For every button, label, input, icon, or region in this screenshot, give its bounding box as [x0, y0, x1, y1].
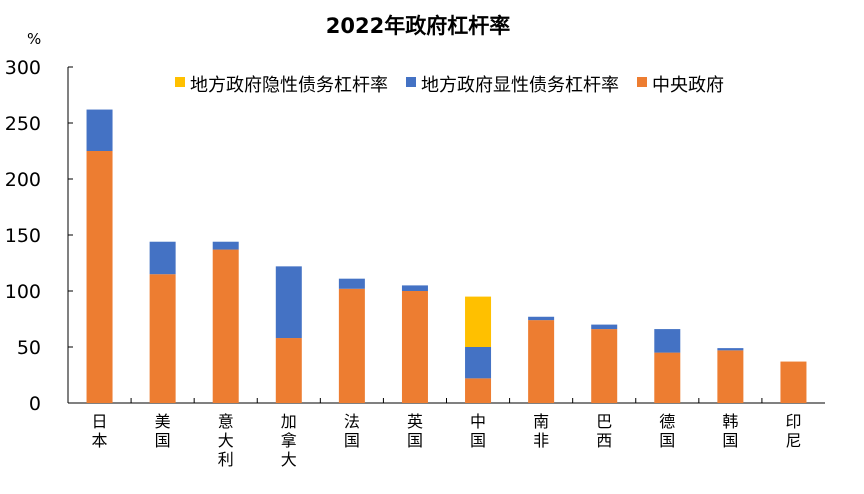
bar-segment: [717, 350, 744, 403]
legend-swatch: [175, 77, 185, 87]
chart-title: 2022年政府杠杆率: [326, 14, 510, 38]
y-axis-unit: %: [27, 30, 41, 48]
y-tick-label: 150: [5, 225, 41, 247]
x-tick-label: 加拿大: [281, 412, 297, 469]
x-tick-label: 中国: [470, 412, 486, 450]
bar-segment: [212, 241, 239, 250]
y-tick-label: 200: [5, 169, 41, 191]
legend-label: 中央政府: [652, 75, 724, 96]
legend-swatch: [406, 77, 416, 87]
bar-segment: [465, 296, 492, 347]
x-tick-label: 南非: [533, 412, 549, 450]
y-tick-label: 0: [29, 393, 41, 415]
x-tick-label: 德国: [659, 412, 675, 450]
legend-swatch: [637, 77, 647, 87]
y-tick-label: 100: [5, 281, 41, 303]
x-tick-label: 法国: [344, 412, 360, 450]
bar-segment: [275, 266, 302, 339]
bar-segment: [401, 285, 428, 291]
bar-segment: [86, 109, 113, 151]
x-tick-label: 印尼: [785, 412, 801, 450]
x-tick-label: 日本: [92, 412, 108, 450]
bar-segment: [528, 316, 555, 321]
bar-segment: [338, 278, 365, 289]
bar-segment: [149, 274, 176, 403]
bar-segment: [465, 378, 492, 403]
bar-segment: [338, 288, 365, 403]
bar-segment: [717, 348, 744, 351]
x-tick-label: 韩国: [722, 412, 738, 450]
x-tick-label: 意大利: [218, 412, 234, 469]
bar-segment: [465, 347, 492, 379]
legend-label: 地方政府显性债务杠杆率: [421, 75, 619, 96]
bar-segment: [528, 320, 555, 403]
x-tick-label: 美国: [155, 412, 171, 450]
bar-segment: [401, 291, 428, 403]
y-tick-label: 250: [5, 113, 41, 135]
bar-segment: [654, 329, 681, 353]
x-tick-label: 巴西: [596, 412, 612, 450]
bar-segment: [275, 338, 302, 403]
y-tick-label: 50: [17, 337, 41, 359]
bar-segment: [149, 241, 176, 275]
bar-segment: [654, 352, 681, 403]
bar-segment: [591, 329, 618, 403]
bar-segment: [212, 249, 239, 403]
legend-label: 地方政府隐性债务杠杆率: [190, 75, 388, 96]
bar-segment: [591, 324, 618, 330]
x-tick-label: 英国: [407, 412, 423, 450]
y-tick-label: 300: [5, 57, 41, 79]
bar-segment: [86, 151, 113, 403]
bar-segment: [780, 361, 807, 403]
